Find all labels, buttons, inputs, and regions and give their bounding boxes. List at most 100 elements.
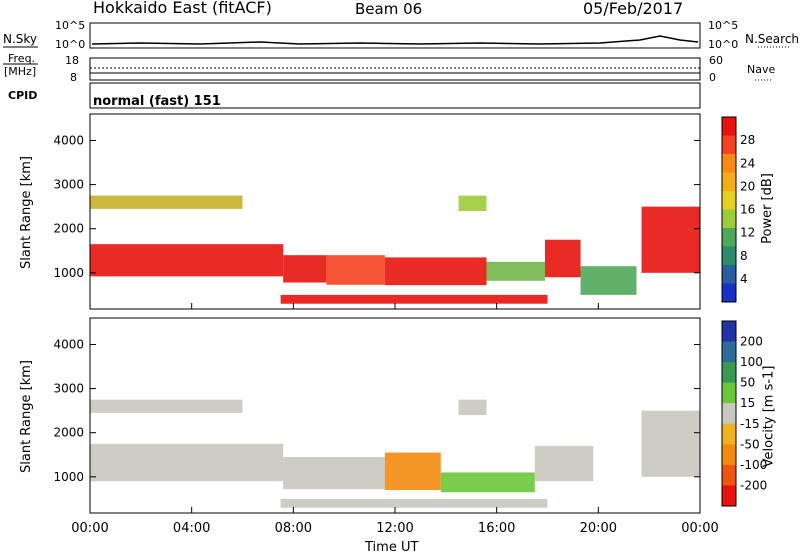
power-colorbar-frame: [721, 116, 737, 303]
velocity-colorbar-tick: -200: [740, 478, 767, 492]
velocity-heatmap: [90, 399, 700, 508]
velocity-ytick-label: 2000: [53, 426, 84, 440]
velocity-colorbar-cell: [722, 444, 736, 466]
power-ytick-label: 2000: [53, 222, 84, 236]
power-region: [90, 195, 243, 209]
power-region: [280, 294, 548, 304]
power-colorbar-cell: [722, 154, 736, 173]
velocity-colorbar-cell: [722, 362, 736, 384]
noise-left-tick-bottom: 10^0: [55, 38, 86, 51]
noise-trace: [91, 35, 699, 45]
power-region: [283, 255, 327, 283]
noise-search-label: N.Search: [745, 32, 800, 46]
power-region: [580, 266, 637, 295]
velocity-region: [280, 498, 548, 508]
power-colorbar-cell: [722, 209, 736, 229]
velocity-colorbar-tick: -100: [740, 458, 767, 472]
power-colorbar-tick: 16: [740, 203, 755, 217]
velocity-colorbar-cell: [722, 485, 736, 507]
velocity-region: [440, 472, 535, 493]
xtick-label: 08:00: [275, 521, 312, 536]
nave-tick-top: 60: [709, 54, 723, 67]
velocity-region: [641, 410, 700, 477]
power-region: [544, 239, 581, 278]
freq-tick-bottom: 8: [70, 71, 77, 84]
velocity-region: [384, 452, 441, 491]
power-colorbar-tick: 24: [740, 156, 755, 170]
velocity-yaxis: 4000 3000 2000 1000: [53, 337, 700, 484]
xtick-label: 12:00: [376, 521, 413, 536]
noise-sky-label: N.Sky: [3, 32, 38, 46]
power-ytick-label: 4000: [53, 133, 84, 147]
velocity-colorbar-frame: [721, 320, 737, 507]
power-colorbar-cell: [722, 283, 736, 303]
velocity-colorbar-tick: 200: [740, 335, 763, 349]
power-colorbar-cell: [722, 117, 736, 136]
power-region: [486, 261, 545, 281]
power-colorbar-tick: 12: [740, 226, 755, 240]
power-colorbar-tick: 8: [740, 249, 748, 263]
velocity-colorbar-cell: [722, 423, 736, 445]
noise-panel-frame: [89, 22, 701, 49]
mode-text: normal (fast) 151: [93, 94, 221, 109]
velocity-colorbar-cell: [722, 382, 736, 404]
beam-label: Beam 06: [355, 0, 423, 18]
power-ytick-label: 3000: [53, 178, 84, 192]
cpid-panel-frame: [89, 82, 701, 109]
power-region: [641, 206, 700, 273]
velocity-colorbar-tick: -50: [740, 437, 760, 451]
power-colorbar-cell: [722, 172, 736, 192]
freq-panel-frame: [89, 57, 701, 81]
nave-label: Nave: [747, 63, 776, 76]
noise-right-tick-bottom: 10^0: [708, 38, 739, 51]
xaxis-label: Time UT: [365, 540, 419, 555]
cpid-label: CPID: [8, 89, 38, 102]
velocity-colorbar-cell: [722, 403, 736, 425]
nave-tick-bottom: 0: [709, 71, 716, 84]
noise-left-tick-top: 10^5: [55, 19, 86, 32]
power-colorbar-cell: [722, 246, 736, 266]
velocity-ytick-label: 3000: [53, 382, 84, 396]
power-colorbar-cell: [722, 228, 736, 247]
velocity-colorbar-cell: [722, 464, 736, 486]
velocity-region: [90, 443, 284, 482]
xtick-label: 20:00: [580, 521, 617, 536]
power-colorbar-tick: 28: [740, 133, 755, 147]
power-region: [90, 244, 284, 277]
power-colorbar-cell: [722, 135, 736, 155]
velocity-colorbar-tick: 15: [740, 396, 755, 410]
xtick-label: 00:00: [71, 521, 108, 536]
power-yaxis: 4000 3000 2000 1000: [53, 133, 700, 280]
freq-unit-label: [MHz]: [4, 65, 37, 78]
velocity-ytick-label: 1000: [53, 470, 84, 484]
velocity-region: [90, 399, 243, 413]
power-colorbar-cell: [722, 265, 736, 284]
velocity-region: [534, 445, 594, 482]
velocity-colorbar-cell: [722, 341, 736, 363]
velocity-colorbar-cell: [722, 321, 736, 343]
velocity-colorbar-tick: 50: [740, 376, 755, 390]
power-colorbar-cell: [722, 191, 736, 210]
power-region: [326, 255, 385, 285]
date-label: 05/Feb/2017: [583, 0, 684, 18]
velocity-colorbar-tick: -15: [740, 417, 760, 431]
power-ytick-label: 1000: [53, 266, 84, 280]
power-region: [384, 257, 487, 286]
velocity-ytick-label: 4000: [53, 337, 84, 351]
station-title: Hokkaido East (fitACF): [93, 0, 272, 17]
power-colorbar-tick: 20: [740, 179, 755, 193]
freq-label: Freq.: [8, 52, 36, 65]
power-colorbar: 28 24 20 16 12 8 4: [721, 116, 755, 303]
velocity-colorbar-tick: 100: [740, 355, 763, 369]
noise-right-tick-top: 10^5: [708, 19, 739, 32]
power-region: [458, 195, 487, 212]
xtick-label: 00:00: [681, 521, 718, 536]
velocity-colorbar: 200 100 50 15 -15 -50 -100 -200: [721, 320, 767, 507]
velocity-region: [283, 456, 385, 490]
xtick-label: 04:00: [173, 521, 210, 536]
xtick-label: 16:00: [478, 521, 515, 536]
velocity-region: [458, 399, 487, 416]
power-heatmap: [90, 195, 700, 304]
time-axis: 00:00 04:00 08:00 12:00 16:00 20:00 00:00: [71, 303, 719, 536]
